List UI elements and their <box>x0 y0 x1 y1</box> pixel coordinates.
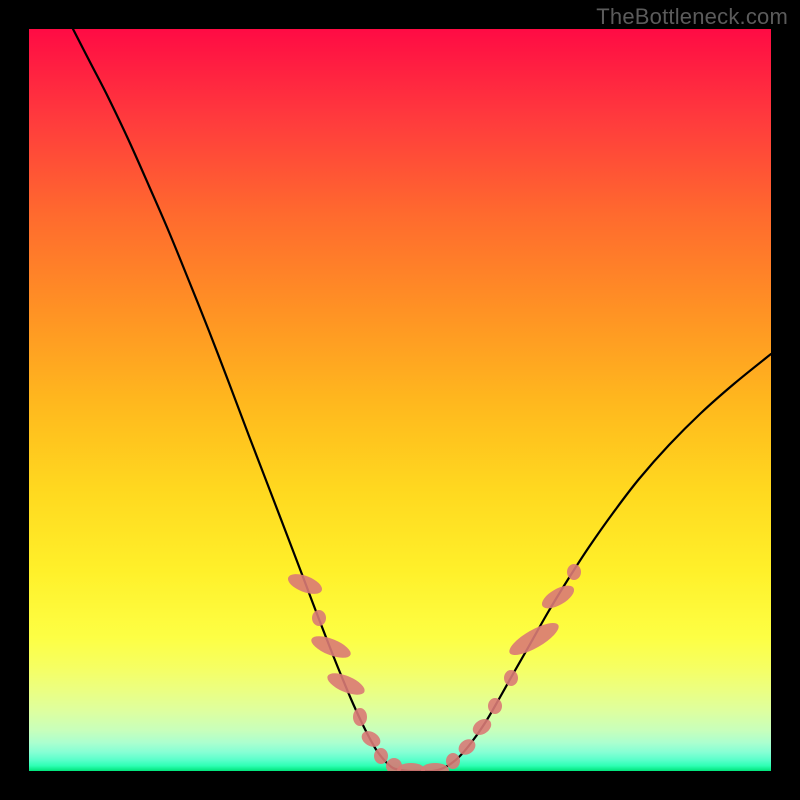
chart-frame: TheBottleneck.com <box>0 0 800 800</box>
marker-right <box>446 753 460 769</box>
plot-area <box>29 29 771 771</box>
watermark-text: TheBottleneck.com <box>596 4 788 30</box>
marker-right <box>488 698 502 714</box>
marker-right <box>567 564 581 580</box>
marker-right <box>504 670 518 686</box>
marker-left <box>353 708 367 726</box>
gradient-chart-svg <box>29 29 771 771</box>
marker-left <box>374 748 388 764</box>
marker-left <box>312 610 326 626</box>
